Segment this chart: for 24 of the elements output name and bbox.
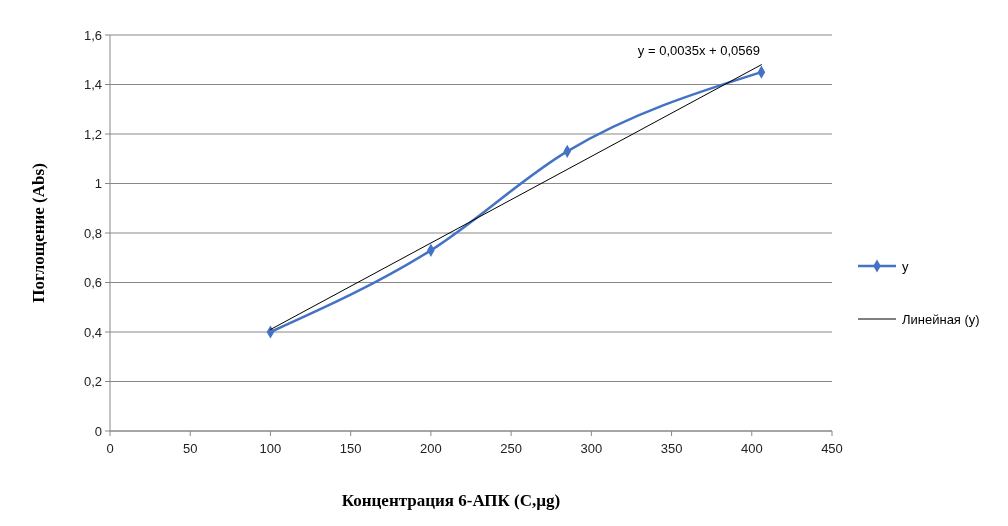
- y-tick-label: 0,4: [83, 324, 102, 340]
- x-tick-label: 0: [106, 441, 114, 456]
- x-tick-label: 450: [821, 441, 843, 456]
- x-tick-label: 50: [182, 441, 198, 456]
- x-tick-label: 150: [339, 441, 362, 456]
- y-tick-label: 0,2: [83, 374, 102, 390]
- y-tick-label: 0,8: [83, 225, 102, 241]
- y-tick-label: 1: [94, 176, 102, 192]
- x-tick-label: 350: [660, 441, 683, 456]
- x-axis-title: Концентрация 6-АПК (С,µg): [341, 491, 561, 510]
- x-tick-label: 400: [740, 441, 763, 456]
- legend-label: y: [902, 258, 909, 274]
- y-tick-label: 1,2: [83, 126, 102, 142]
- x-tick-label: 300: [580, 441, 603, 456]
- y-axis-title: Поглощение (Abs): [29, 163, 48, 303]
- x-tick-label: 250: [500, 441, 522, 456]
- y-tick-label: 0: [94, 423, 102, 439]
- x-tick-label: 200: [420, 441, 442, 456]
- y-tick-label: 0,6: [83, 275, 102, 291]
- x-tick-label: 100: [259, 441, 282, 456]
- legend-label: Линейная (y): [902, 311, 980, 327]
- y-tick-label: 1,4: [83, 77, 102, 93]
- y-tick-label: 1,6: [83, 27, 102, 43]
- annotation: y = 0,0035x + 0,0569: [637, 42, 760, 58]
